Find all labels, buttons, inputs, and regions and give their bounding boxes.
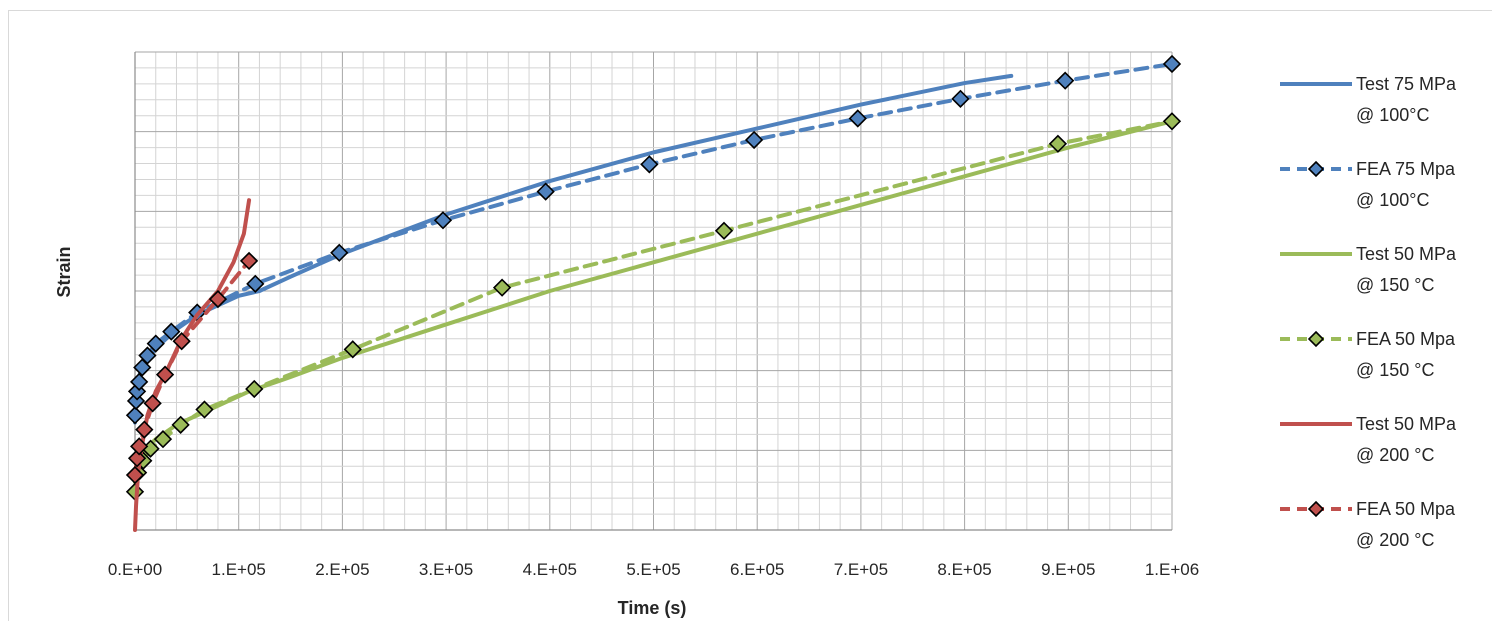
x-tick-label: 9.E+05 (1041, 560, 1095, 579)
legend-swatch-marker (1307, 330, 1325, 348)
legend-label-line1: Test 50 MPa (1356, 414, 1457, 434)
legend-label-line1: FEA 50 Mpa (1356, 329, 1456, 349)
legend-item: Test 75 MPa @ 100°C (1280, 74, 1457, 125)
x-tick-label: 1.E+05 (212, 560, 266, 579)
legend-swatch-marker (1307, 500, 1325, 518)
series-5 (125, 251, 259, 485)
x-tick-label: 4.E+05 (523, 560, 577, 579)
legend-item: FEA 75 Mpa @ 100°C (1280, 159, 1456, 210)
chart-frame (8, 10, 1492, 621)
x-tick-label: 0.E+00 (108, 560, 162, 579)
data-point-marker (138, 346, 157, 365)
x-tick-label: 7.E+05 (834, 560, 888, 579)
data-point-marker (744, 130, 764, 150)
x-tick-label: 1.E+06 (1145, 560, 1199, 579)
data-point-marker (125, 406, 145, 425)
x-tick-label: 8.E+05 (937, 560, 991, 579)
data-point-marker (155, 365, 175, 384)
series-1 (125, 54, 1182, 425)
legend-item: Test 50 MPa @ 200 °C (1280, 414, 1457, 465)
data-point-marker (536, 182, 555, 201)
data-point-marker (714, 221, 734, 240)
data-point-marker (172, 332, 191, 351)
data-point-marker (125, 465, 145, 485)
grid-lines (134, 51, 1173, 531)
data-point-marker (245, 379, 264, 399)
legend-label-line1: FEA 75 Mpa (1356, 159, 1456, 179)
x-tick-labels: 0.E+00 1.E+05 2.E+05 3.E+05 4.E+05 5.E+05 6.E+… (108, 560, 1199, 579)
x-tick-label: 6.E+05 (730, 560, 784, 579)
legend-label-line2: @ 100°C (1356, 190, 1430, 210)
data-point-marker (640, 155, 659, 174)
legend-label-line2: @ 200 °C (1356, 530, 1435, 550)
x-tick-label: 3.E+05 (419, 560, 473, 579)
data-point-marker (492, 278, 512, 297)
data-point-marker (1162, 54, 1182, 74)
legend-label-line1: Test 75 MPa (1356, 74, 1457, 94)
legend-label-line2: @ 200 °C (1356, 445, 1435, 465)
legend-label-line2: @ 150 °C (1356, 275, 1435, 295)
data-point-marker (1056, 71, 1075, 90)
data-point-marker (208, 289, 228, 309)
data-point-marker (162, 322, 181, 341)
data-point-marker (951, 89, 970, 108)
data-point-marker (127, 449, 147, 468)
legend-item: FEA 50 Mpa @ 200 °C (1280, 499, 1456, 550)
data-point-marker (1048, 134, 1068, 153)
data-point-marker (130, 437, 149, 456)
legend-label-line1: Test 50 MPa (1356, 244, 1457, 264)
data-point-marker (130, 372, 149, 391)
data-point-marker (343, 340, 362, 359)
data-point-marker (239, 251, 259, 271)
y-axis-title: Strain (54, 246, 74, 297)
data-point-marker (153, 430, 173, 449)
data-point-marker (848, 109, 867, 128)
legend-label-line2: @ 150 °C (1356, 360, 1435, 380)
x-tick-label: 5.E+05 (626, 560, 680, 579)
data-point-marker (246, 274, 265, 293)
series-4 (133, 198, 252, 532)
data-point-marker (135, 420, 154, 439)
legend-swatch-marker (1307, 160, 1325, 178)
legend-item: Test 50 MPa @ 150 °C (1280, 244, 1457, 295)
series-line (133, 198, 252, 532)
x-axis-title: Time (s) (618, 598, 687, 618)
data-point-marker (171, 415, 190, 434)
data-point-marker (195, 400, 214, 419)
data-point-marker (433, 211, 453, 230)
x-tick-label: 2.E+05 (315, 560, 369, 579)
series-layer (125, 54, 1182, 532)
data-point-marker (1162, 112, 1182, 131)
legend-label-line1: FEA 50 Mpa (1356, 499, 1456, 519)
legend-label-line2: @ 100°C (1356, 105, 1430, 125)
data-point-marker (143, 394, 162, 413)
data-point-marker (146, 334, 165, 353)
legend-item: FEA 50 Mpa @ 150 °C (1280, 329, 1456, 380)
data-point-marker (330, 243, 349, 262)
data-point-marker (133, 358, 152, 377)
